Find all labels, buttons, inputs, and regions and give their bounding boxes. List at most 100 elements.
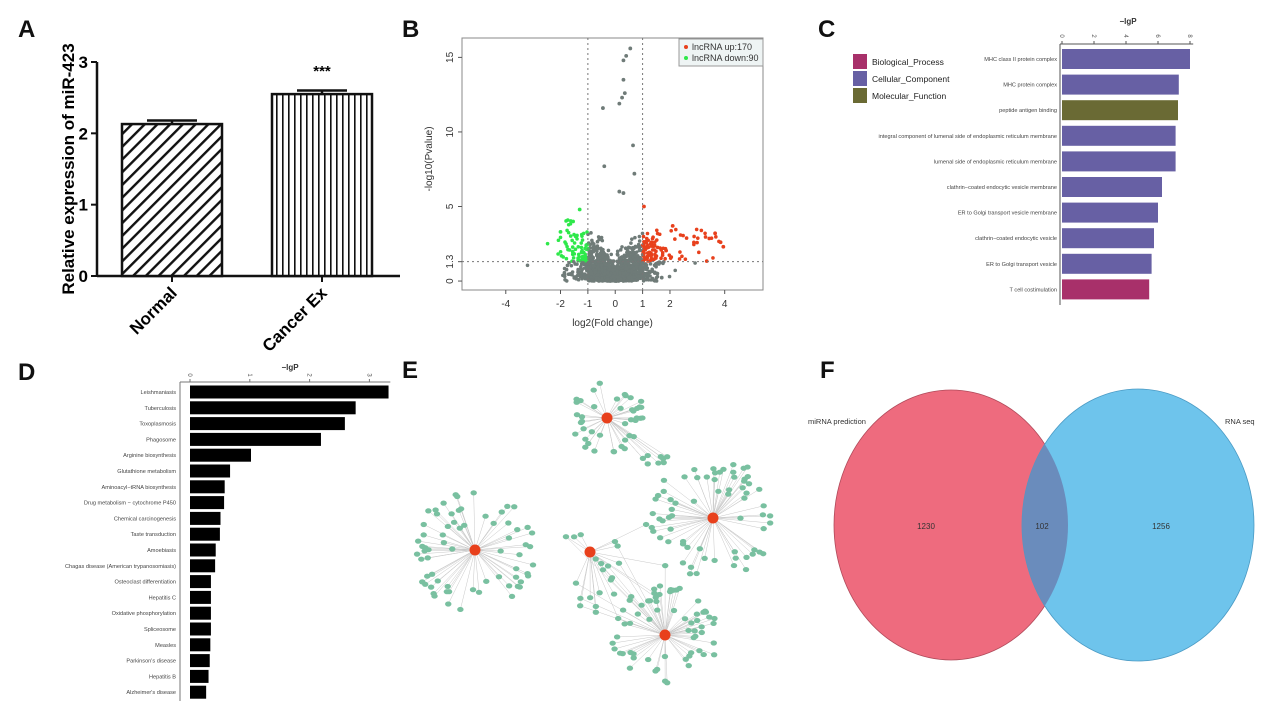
- network-node: [661, 653, 669, 660]
- network-node: [618, 443, 625, 450]
- data-point: [654, 238, 659, 242]
- category-label: Parkinson's disease: [126, 659, 176, 665]
- edge: [704, 517, 714, 559]
- hub-node: [601, 412, 613, 424]
- network-node: [431, 593, 438, 599]
- edge: [607, 565, 666, 636]
- network-node: [743, 490, 750, 496]
- network-node: [661, 563, 669, 569]
- edge: [472, 549, 476, 590]
- data-point: [589, 255, 594, 259]
- data-point-up: [667, 253, 672, 257]
- edge: [712, 517, 715, 561]
- x-tick-label: 4: [722, 299, 728, 310]
- data-point: [579, 245, 584, 250]
- data-point: [562, 274, 567, 279]
- data-point-up: [695, 236, 700, 240]
- data-point: [638, 248, 643, 253]
- network-node: [742, 566, 750, 573]
- network-node: [505, 535, 513, 541]
- data-point: [564, 279, 569, 283]
- data-point: [589, 231, 593, 235]
- data-point: [579, 241, 584, 245]
- data-point: [628, 46, 633, 51]
- x-tick-label: 4: [1122, 34, 1128, 38]
- bar: [190, 496, 225, 510]
- network-node: [482, 513, 489, 519]
- category-label: clathrin−coated endocytic vesicle: [975, 236, 1057, 242]
- data-point: [606, 248, 611, 253]
- edge: [712, 489, 760, 519]
- data-point: [615, 252, 620, 257]
- network-node: [741, 476, 748, 482]
- bar: [1062, 177, 1162, 197]
- bar: [190, 622, 211, 636]
- x-tick-label: 0: [186, 373, 192, 377]
- data-point: [654, 264, 658, 268]
- data-point: [602, 272, 607, 276]
- venn-label-rna-seq: RNA seq: [1225, 417, 1255, 426]
- edge: [651, 517, 714, 528]
- network-node: [739, 485, 746, 491]
- nodes: [413, 380, 774, 686]
- edge: [576, 402, 608, 419]
- edge: [664, 591, 671, 636]
- edge: [575, 417, 608, 435]
- network-node: [690, 498, 698, 504]
- network-node: [582, 444, 589, 450]
- edge: [699, 517, 714, 549]
- network-node: [665, 539, 672, 545]
- network-node: [745, 481, 753, 487]
- edge: [474, 544, 526, 551]
- edge: [663, 491, 714, 519]
- edge: [474, 549, 519, 587]
- network-node: [619, 651, 626, 657]
- network-node: [617, 405, 624, 411]
- data-point: [590, 241, 595, 245]
- data-point: [680, 254, 684, 259]
- network-node: [731, 549, 738, 555]
- category-label: Alzheimer's disease: [126, 690, 176, 696]
- network-node: [650, 528, 657, 534]
- data-point: [580, 248, 584, 253]
- data-point: [622, 91, 627, 96]
- network-node: [693, 617, 701, 624]
- network-node: [660, 477, 668, 483]
- data-point: [629, 269, 634, 274]
- data-point: [621, 58, 626, 63]
- data-point: [718, 240, 723, 245]
- network-node: [660, 460, 667, 466]
- data-point: [632, 275, 637, 279]
- x-tick-label: -4: [501, 299, 510, 310]
- network-node: [609, 640, 616, 646]
- data-point: [558, 249, 563, 254]
- network-node: [592, 603, 600, 610]
- venn-count-rnaseq-only: 1256: [1152, 522, 1170, 531]
- edge: [664, 600, 699, 636]
- network-node: [577, 595, 584, 601]
- edge: [427, 549, 476, 559]
- edge: [474, 532, 533, 551]
- network-node: [596, 380, 603, 386]
- edge: [659, 594, 666, 636]
- data-point-up: [684, 236, 689, 240]
- data-point: [576, 269, 580, 274]
- x-tick-label: 1: [246, 373, 252, 377]
- panel-label-c: C: [818, 16, 835, 43]
- bar: [190, 575, 211, 589]
- network-node: [627, 593, 635, 600]
- category-label: Hepatitis C: [149, 595, 176, 601]
- network-node: [756, 549, 763, 555]
- network-node: [445, 589, 453, 595]
- edge: [712, 517, 753, 555]
- data-point: [621, 271, 626, 276]
- data-point: [657, 232, 662, 237]
- edge: [610, 579, 666, 636]
- data-point: [620, 245, 624, 249]
- hub-node: [584, 546, 596, 558]
- legend-label: Biological_Process: [872, 57, 944, 67]
- edge: [706, 476, 714, 519]
- network-node: [711, 615, 718, 622]
- edge: [712, 464, 734, 519]
- hub-node: [659, 629, 671, 641]
